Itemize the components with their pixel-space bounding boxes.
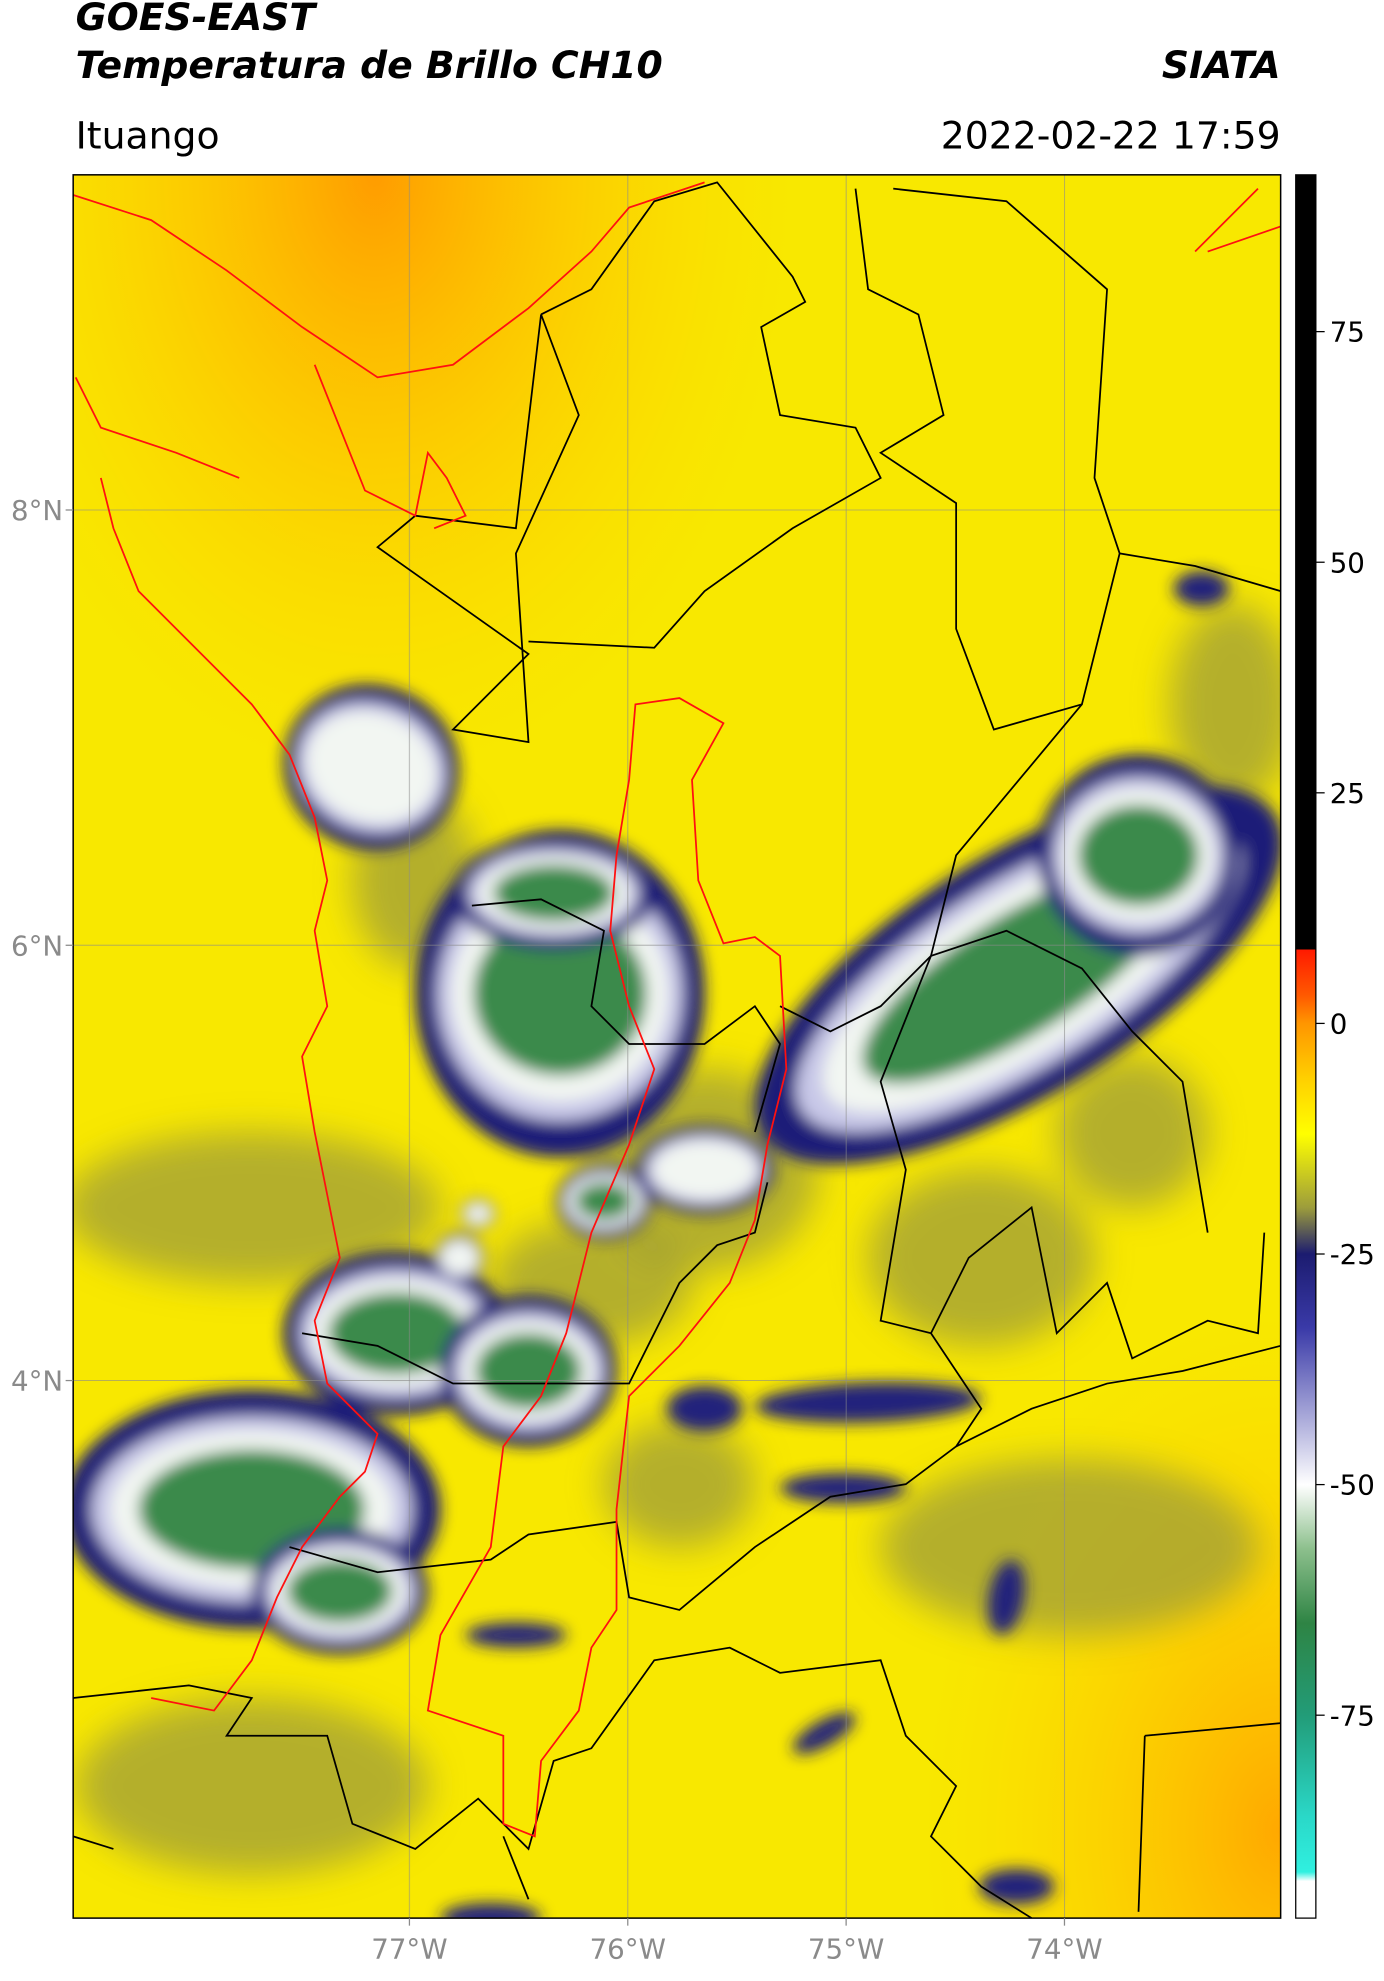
x-tick-label: 76°W [590, 1932, 666, 1965]
datetime: 2022-02-22 17:59 [941, 113, 1281, 157]
mid-cloud [73, 1132, 441, 1283]
axes: 77°W 76°W 75°W 74°W 8°N 6°N 4°N [11, 494, 1103, 1965]
cold-streak [987, 1560, 1025, 1635]
grid [73, 174, 1281, 1919]
y-tick-label: 8°N [11, 494, 63, 527]
cold-streak [754, 1381, 982, 1423]
border [528, 181, 882, 649]
border [779, 929, 1209, 1233]
mid-cloud [75, 1698, 428, 1875]
coastline [73, 181, 1281, 1838]
cloud-core [306, 711, 437, 823]
border [955, 1344, 1281, 1448]
cold-streak [780, 1472, 906, 1504]
y-tick-label: 4°N [11, 1365, 63, 1398]
colorbar-tick-label: 0 [1330, 1007, 1348, 1040]
borders [73, 181, 1281, 1919]
border [1119, 552, 1281, 593]
source: SIATA [1162, 43, 1281, 87]
region: Ituango [76, 113, 220, 157]
colorbar-tick-label: 75 [1330, 316, 1365, 349]
cloud-core [652, 1140, 757, 1199]
cold-streak [792, 1712, 856, 1754]
border [879, 703, 1266, 1360]
cloud-top [286, 1559, 393, 1623]
subtitle: Temperatura de Brillo CH10 [76, 43, 663, 87]
y-tick-label: 6°N [11, 929, 63, 962]
coast [1194, 188, 1281, 253]
mid-cloud [880, 1459, 1258, 1636]
map-frame [72, 174, 1282, 1919]
map [73, 174, 1281, 1919]
cold-streak [1173, 571, 1230, 607]
cloud-top [475, 1333, 582, 1409]
colorbar-tick-label: -50 [1330, 1469, 1375, 1502]
cloud-top [493, 864, 615, 922]
cold-streak [440, 1903, 542, 1919]
colorbar-axis: 75 50 25 0 -25 -50 -75 [1315, 316, 1375, 1732]
coast [73, 181, 705, 379]
cloud-top [473, 911, 647, 1076]
border [854, 187, 1121, 731]
border [1137, 1722, 1281, 1912]
colorbar-tick-label: 25 [1330, 777, 1365, 810]
cold-streak [465, 1622, 567, 1648]
x-tick-label: 74°W [1026, 1932, 1102, 1965]
mid-cloud [868, 1169, 1095, 1346]
mid-cloud [1056, 1056, 1208, 1208]
cloud-core [464, 1203, 492, 1224]
basin [426, 697, 788, 1838]
colorbar-tick-label: -75 [1330, 1699, 1375, 1732]
colorbar-tick-label: -25 [1330, 1238, 1375, 1271]
colorbar-tick-label: 50 [1330, 546, 1365, 579]
mid-cloud [1169, 603, 1281, 805]
cold-streak [666, 1386, 743, 1432]
cloud-top [328, 1292, 465, 1375]
colorbar [1295, 174, 1317, 1919]
border [301, 1182, 769, 1385]
cold-streak [978, 1869, 1055, 1905]
border [73, 1835, 530, 1900]
coast [74, 376, 379, 1712]
cloud-core [440, 1241, 479, 1275]
x-tick-label: 75°W [808, 1932, 884, 1965]
mid-cloud [603, 1421, 755, 1548]
cloud-top [1078, 804, 1199, 906]
coast [313, 364, 467, 530]
border [471, 898, 782, 1133]
border [73, 1646, 1033, 1919]
x-tick-label: 77°W [371, 1932, 447, 1965]
title: GOES-EAST [76, 0, 319, 39]
border [376, 314, 580, 744]
